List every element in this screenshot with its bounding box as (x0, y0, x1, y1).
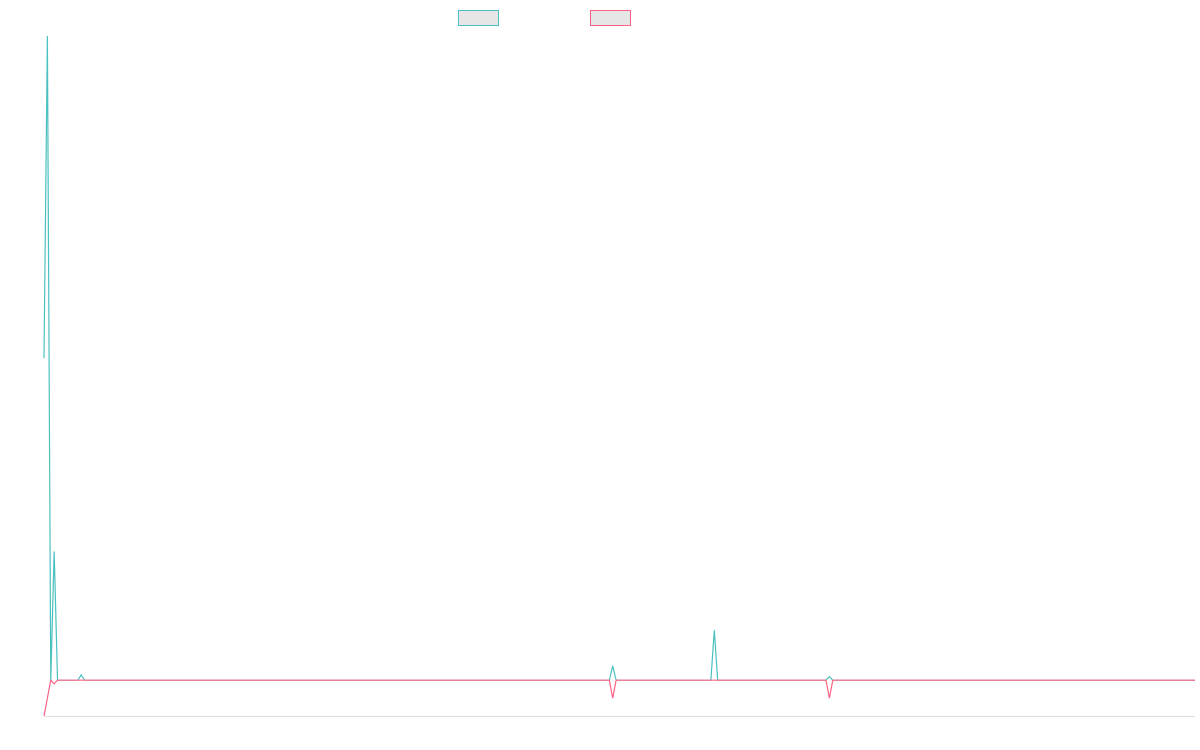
series-line (43, 35, 1195, 681)
legend-swatch[interactable] (458, 10, 499, 26)
series-line (43, 678, 1195, 717)
legend-swatch[interactable] (590, 10, 631, 26)
